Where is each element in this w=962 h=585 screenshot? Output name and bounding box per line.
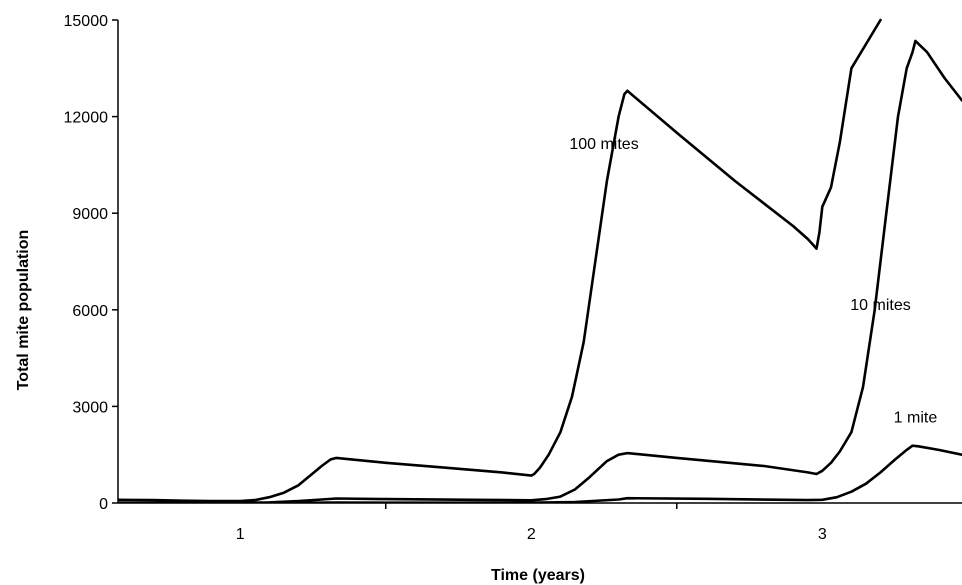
y-tick-label: 12000 — [64, 110, 109, 127]
series-label: 1 mite — [894, 410, 938, 427]
series-label: 10 mites — [850, 297, 910, 314]
y-tick-label: 9000 — [72, 206, 108, 223]
tick-labels: 0 3000 6000 9000 12000 15000 1 2 3 — [64, 13, 827, 543]
x-tick-label: 1 — [236, 526, 245, 543]
chart-axes — [112, 19, 962, 509]
x-axis-title: Time (years) — [491, 567, 585, 584]
x-tick-label: 2 — [527, 526, 536, 543]
series-labels: 100 mites 10 mites 1 mite — [569, 136, 937, 427]
series-line-100-mites — [118, 18, 882, 503]
y-tick-label: 6000 — [72, 303, 108, 320]
plot-area — [118, 18, 962, 503]
y-tick-label: 15000 — [64, 13, 109, 30]
x-tick-label: 3 — [818, 526, 827, 543]
series-line-1-mite — [118, 444, 962, 503]
series-label: 100 mites — [569, 136, 638, 153]
y-tick-label: 3000 — [72, 399, 108, 416]
series-line-10-mites — [118, 39, 962, 503]
y-axis-title: Total mite population — [15, 230, 32, 391]
y-tick-label: 0 — [99, 496, 108, 513]
